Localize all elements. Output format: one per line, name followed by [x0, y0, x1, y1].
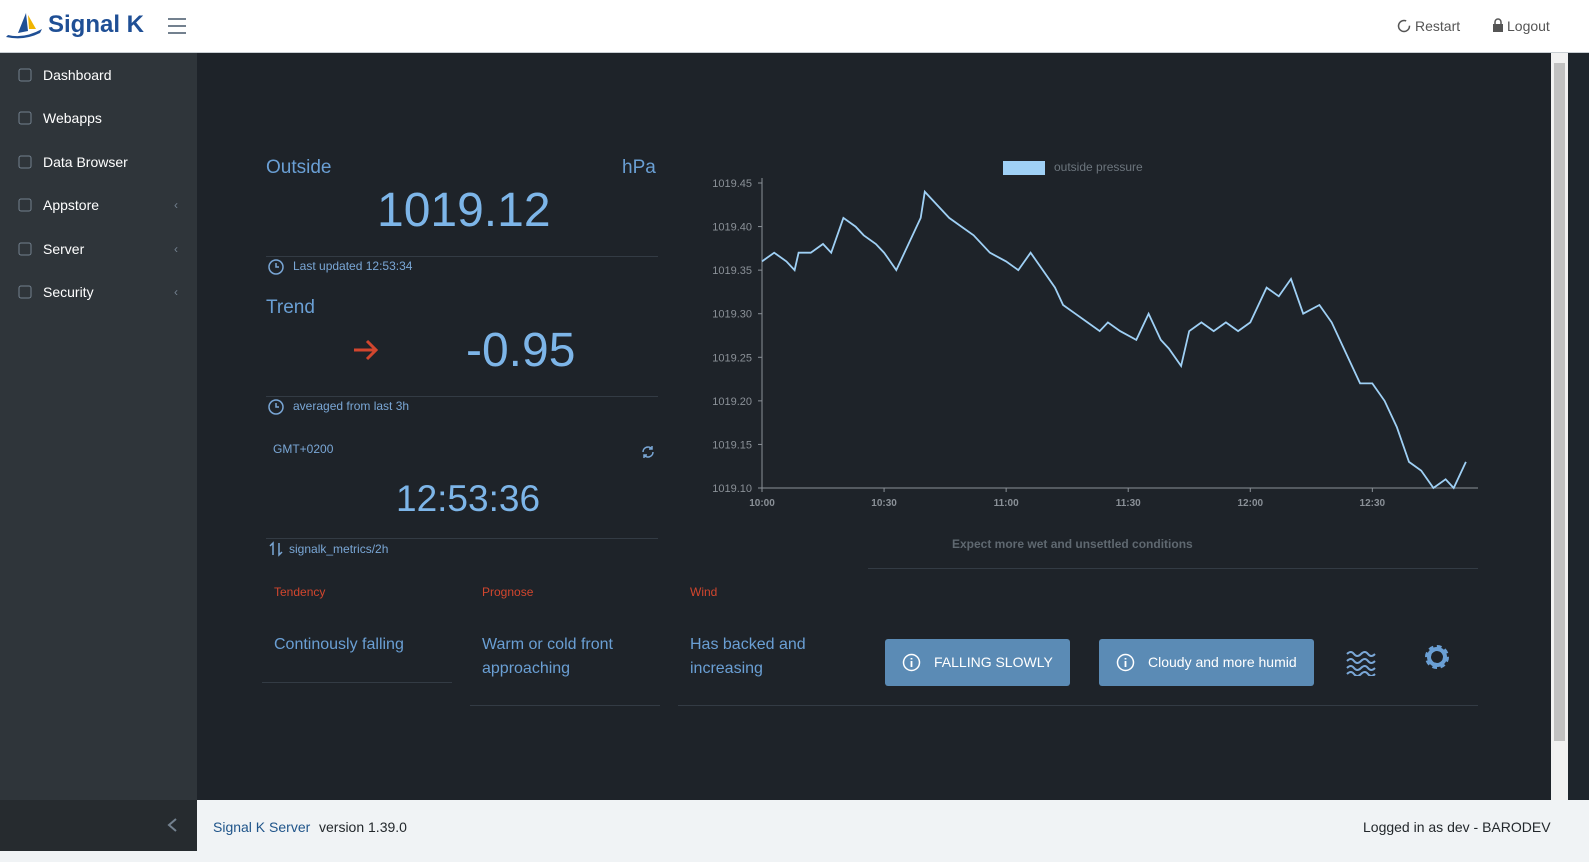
divider	[266, 256, 658, 257]
refresh-icon[interactable]	[640, 444, 656, 460]
logout-button[interactable]: Logout	[1507, 18, 1550, 34]
x-tick-label: 10:00	[749, 498, 775, 509]
y-tick-label: 1019.40	[712, 222, 752, 234]
x-tick-label: 11:00	[994, 498, 1019, 509]
nav-label: Appstore	[43, 197, 100, 214]
main-area	[197, 53, 1551, 800]
x-tick-label: 10:30	[871, 498, 897, 509]
y-tick-label: 1019.45	[712, 178, 752, 190]
trend-note: averaged from last 3h	[293, 399, 410, 413]
source-text: signalk_metrics/2h	[289, 542, 389, 556]
nav-item[interactable]: Security ‹	[0, 272, 197, 312]
y-tick-label: 1019.10	[712, 483, 752, 495]
button-text: Cloudy and more humid	[1148, 654, 1297, 670]
restart-button[interactable]: Restart	[1415, 18, 1461, 34]
legend-swatch	[1003, 161, 1045, 175]
divider	[266, 538, 658, 539]
card-text: Continously falling	[274, 636, 404, 653]
nav-item[interactable]: Appstore ‹	[0, 185, 197, 225]
nav-icon	[18, 111, 32, 125]
divider	[262, 682, 452, 683]
y-tick-label: 1019.15	[712, 439, 752, 451]
button-text: FALLING SLOWLY	[934, 654, 1053, 670]
nav-item[interactable]: Server ‹	[0, 229, 197, 269]
nav-label: Server	[43, 240, 85, 257]
logo	[6, 13, 42, 39]
timezone: GMT+0200	[273, 442, 334, 456]
legend-label: outside pressure	[1054, 160, 1143, 174]
divider	[266, 396, 658, 397]
trend-label: Trend	[266, 297, 315, 318]
app-link[interactable]: Signal K Server	[213, 819, 311, 835]
footer: Signal K Server version 1.39.0 Logged in…	[0, 800, 1589, 862]
nav-label: Dashboard	[43, 67, 112, 83]
y-tick-label: 1019.35	[712, 265, 752, 277]
divider	[678, 705, 1478, 706]
clock-icon	[268, 399, 284, 415]
card-title: Wind	[690, 585, 718, 599]
trend-arrow	[354, 339, 379, 361]
forecast-button[interactable]: Cloudy and more humid	[1099, 639, 1314, 686]
divider	[868, 568, 1478, 569]
tendency-button[interactable]: FALLING SLOWLY	[885, 639, 1070, 686]
chevron: ‹	[174, 241, 178, 256]
pressure-value: 1019.12	[377, 184, 551, 237]
chevron-left	[167, 818, 177, 832]
updated-text: Last updated 12:53:34	[293, 259, 413, 273]
y-tick-label: 1019.20	[712, 396, 752, 408]
sidebar-minimizer[interactable]	[0, 800, 197, 851]
nav-label: Webapps	[43, 110, 102, 127]
lock-icon	[1493, 18, 1503, 32]
clock-time: 12:53:36	[396, 478, 541, 519]
trend-value: -0.95	[466, 324, 576, 377]
info-icon	[902, 653, 921, 672]
pressure-label: Outside	[266, 157, 332, 178]
brand[interactable]: Signal K	[48, 11, 145, 38]
chevron: ‹	[174, 285, 178, 299]
pressure-chart: 1019.10 1019.15 1019.20 1019.25 1019.30 1019.…	[712, 160, 1478, 509]
nav-icon	[18, 155, 32, 169]
info-icon	[1116, 653, 1135, 672]
nav-item[interactable]: Webapps	[0, 98, 197, 138]
restart-icon	[1397, 19, 1411, 33]
divider	[470, 705, 660, 706]
x-tick-label: 12:00	[1237, 498, 1263, 509]
menu-toggle[interactable]	[167, 17, 187, 35]
header: Signal K Restart Logout	[0, 0, 1589, 53]
forecast-summary: Expect more wet and unsettled conditions	[952, 537, 1193, 551]
card-title: Prognose	[482, 585, 534, 599]
y-tick-label: 1019.25	[712, 352, 752, 364]
y-tick-label: 1019.30	[712, 309, 752, 321]
series-line	[761, 189, 1467, 490]
x-tick-label: 11:30	[1116, 498, 1141, 509]
nav-icon	[18, 285, 32, 299]
nav-item[interactable]: Dashboard	[0, 55, 197, 95]
settings-icon[interactable]	[1422, 642, 1452, 672]
nav-item[interactable]: Data Browser	[0, 142, 197, 182]
nav-label: Data Browser	[43, 153, 128, 170]
nav-label: Security	[43, 284, 94, 300]
x-tick-label: 12:30	[1360, 498, 1386, 509]
version: version 1.39.0	[319, 819, 407, 835]
clock-icon	[268, 259, 284, 275]
chevron: ‹	[174, 198, 178, 213]
waves-icon[interactable]	[1345, 648, 1377, 676]
nav-icon	[18, 68, 32, 82]
scrollbar[interactable]	[1551, 53, 1568, 800]
card-title: Tendency	[274, 585, 326, 599]
card-text: Warm or cold front approaching	[482, 636, 613, 677]
card-text: Has backed and increasing	[690, 636, 806, 677]
nav-icon	[18, 242, 32, 256]
nav-icon	[18, 198, 32, 212]
user-info: Logged in as dev - BARODEV	[1363, 819, 1551, 835]
sidebar: Dashboard Webapps Data Browser Appstore ‹ Ser…	[0, 53, 197, 800]
pressure-unit: hPa	[622, 157, 656, 178]
sort-icon	[269, 541, 283, 557]
